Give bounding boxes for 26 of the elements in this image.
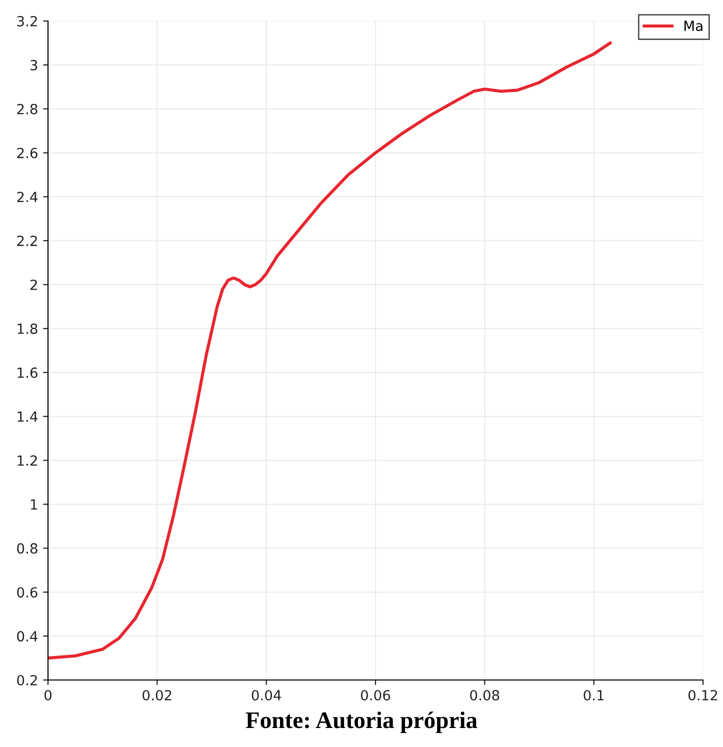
y-tick-label: 1.2	[18, 455, 37, 466]
y-tick-label: 2.6	[17, 148, 38, 158]
x-tick-label: 0.12	[688, 690, 718, 700]
y-tick-label: 1.6	[18, 367, 38, 378]
line-series	[48, 41, 612, 660]
y-tick-label: 2.4	[17, 192, 38, 202]
y-tick-label: 0.2	[17, 674, 37, 686]
y-tick-label: 1.8	[18, 324, 38, 334]
x-tick-label: 0	[44, 690, 52, 700]
y-tick-label: 1.4	[18, 412, 38, 422]
x-tick-label: 0.04	[252, 690, 282, 700]
legend-label: Ma	[684, 20, 702, 32]
x-tick-label: 0.06	[360, 690, 390, 700]
y-tick-label: 2.8	[17, 104, 38, 114]
x-tick-label: 0.02	[142, 690, 172, 700]
source-note: Fonte: Autoria própria	[246, 712, 478, 733]
y-tick-label: 2.2	[17, 236, 37, 246]
x-tick-label: 0.1	[584, 690, 604, 700]
y-tick-label: 1	[30, 499, 37, 510]
y-tick-label: 3	[30, 60, 38, 70]
y-tick-label: 0.6	[17, 587, 38, 598]
x-tick-label: 0.08	[470, 690, 500, 700]
y-tick-label: 2	[30, 280, 37, 290]
y-tick-label: 0.4	[17, 631, 38, 642]
y-tick-label: 3.2	[17, 16, 37, 26]
y-tick-label: 0.8	[17, 543, 38, 554]
